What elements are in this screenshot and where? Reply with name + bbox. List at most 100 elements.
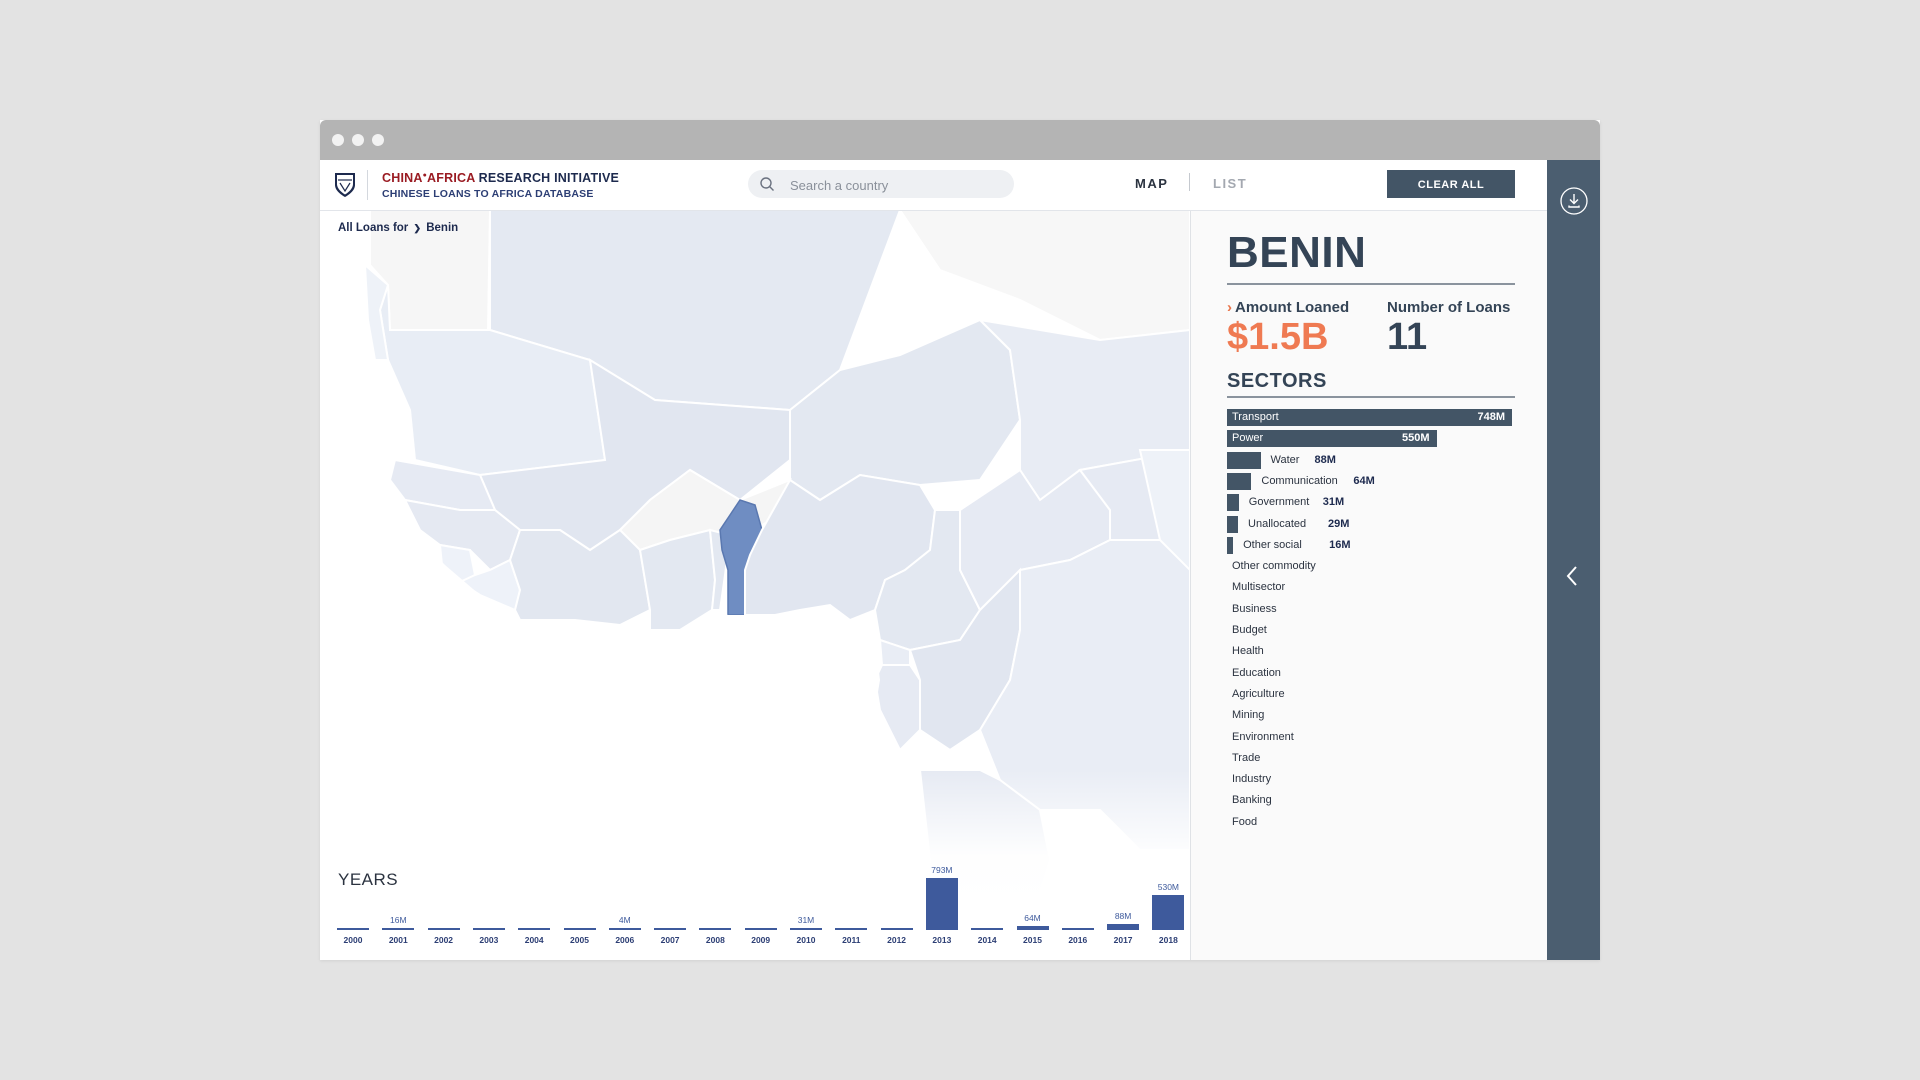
sector-value: 31M <box>1322 496 1345 509</box>
sector-name: Banking <box>1232 794 1272 807</box>
sector-row[interactable]: Water 88M <box>1227 451 1512 469</box>
sector-bar <box>1227 409 1512 426</box>
title-rule <box>1227 283 1515 285</box>
sector-value: 748M <box>1477 411 1505 423</box>
country-panel: BENIN › Amount Loaned $1.5B Number of Loa… <box>1191 210 1547 960</box>
sector-name: Agriculture <box>1232 687 1285 700</box>
sector-name: Power <box>1232 432 1264 445</box>
sector-row[interactable]: Other social 16M <box>1227 536 1512 554</box>
sector-name: Food <box>1232 815 1258 828</box>
sector-row[interactable]: Health <box>1227 643 1512 660</box>
sector-value: 88M <box>1314 453 1336 466</box>
breadcrumb: All Loans for ❯ Benin <box>338 222 458 234</box>
nav-divider <box>1189 173 1190 191</box>
sector-bar <box>1227 494 1239 512</box>
app: CHINA●AFRICA RESEARCH INITIATIVE CHINESE… <box>320 160 1600 960</box>
map-fade-overlay <box>320 770 1190 960</box>
search-icon <box>760 177 774 191</box>
sector-row[interactable]: Industry <box>1227 771 1512 788</box>
brand-china: CHINA <box>382 171 423 185</box>
map-area[interactable]: All Loans for ❯ Benin YEARS 2000 16M 2001 2… <box>320 210 1190 960</box>
sector-row[interactable]: Environment <box>1227 729 1512 746</box>
brand-subtitle: CHINESE LOANS TO AFRICA DATABASE <box>382 188 594 200</box>
window-close-dot[interactable] <box>332 134 344 146</box>
sector-name: Mining <box>1232 709 1265 722</box>
sector-bar <box>1227 451 1261 469</box>
search-box[interactable] <box>748 170 1014 200</box>
sector-name: Unallocated <box>1248 517 1307 530</box>
years-title: YEARS <box>338 870 399 889</box>
map-country-east-region <box>1138 449 1190 572</box>
sector-row[interactable]: Government 31M <box>1227 494 1512 512</box>
sector-bar <box>1227 430 1437 448</box>
logo-divider <box>367 170 368 200</box>
sector-name: Multisector <box>1232 581 1286 594</box>
sector-name: Budget <box>1232 624 1267 636</box>
brand-africa: AFRICA <box>427 171 475 185</box>
window-titlebar <box>320 120 1600 160</box>
right-rail <box>1547 160 1600 960</box>
sector-name: Environment <box>1232 730 1294 743</box>
number-of-loans-value: 11 <box>1387 316 1428 358</box>
sectors-title: SECTORS <box>1227 370 1327 392</box>
sector-row[interactable]: Trade <box>1227 750 1512 767</box>
map-ocean-atlantic-west <box>320 210 388 570</box>
sector-bar <box>1227 515 1239 533</box>
sector-value: 16M <box>1329 538 1351 551</box>
amount-loaned-text: Amount Loaned <box>1235 299 1350 316</box>
sector-name: Transport <box>1232 411 1279 423</box>
tab-list[interactable]: LIST <box>1213 176 1248 191</box>
sector-row[interactable]: Budget <box>1227 622 1512 639</box>
sector-name: Business <box>1232 602 1277 615</box>
chevron-right-icon: › <box>1227 299 1232 316</box>
amount-loaned-value: $1.5B <box>1227 316 1329 358</box>
map-panel-divider <box>1190 210 1191 960</box>
search-input[interactable] <box>788 170 1002 200</box>
chevron-left-icon[interactable] <box>1563 564 1583 588</box>
breadcrumb-country: Benin <box>426 222 459 234</box>
sector-row[interactable]: Food <box>1227 814 1512 831</box>
sector-bar <box>1227 536 1234 554</box>
breadcrumb-prefix[interactable]: All Loans for <box>338 222 409 234</box>
sector-row[interactable]: Mining <box>1227 707 1512 724</box>
window-maximize-dot[interactable] <box>372 134 384 146</box>
sector-row[interactable]: Communication 64M <box>1227 472 1512 490</box>
download-icon[interactable] <box>1559 186 1589 216</box>
sector-row[interactable]: Multisector <box>1227 579 1512 596</box>
sector-name: Industry <box>1232 773 1272 786</box>
sector-name: Health <box>1232 645 1264 658</box>
sector-bar <box>1227 472 1252 490</box>
sector-name: Trade <box>1232 751 1261 764</box>
sector-name: Education <box>1232 666 1281 679</box>
sector-row[interactable]: Power 550M <box>1227 430 1512 448</box>
brand-title[interactable]: CHINA●AFRICA RESEARCH INITIATIVE <box>382 171 620 185</box>
sector-value: 29M <box>1328 517 1350 530</box>
sector-row[interactable]: Other commodity <box>1227 558 1512 575</box>
sector-row[interactable]: Business <box>1227 601 1512 618</box>
sector-value: 550M <box>1402 432 1430 445</box>
sector-row[interactable]: Transport 748M <box>1227 409 1512 426</box>
sector-row[interactable]: Education <box>1227 665 1512 682</box>
breadcrumb-separator-icon: ❯ <box>413 223 422 233</box>
app-header: CHINA●AFRICA RESEARCH INITIATIVE CHINESE… <box>320 160 1547 211</box>
sector-row[interactable]: Agriculture <box>1227 686 1512 703</box>
number-of-loans-label[interactable]: Number of Loans <box>1387 299 1511 316</box>
clear-all-button[interactable]: CLEAR ALL <box>1387 170 1515 198</box>
sector-row[interactable]: Banking <box>1227 792 1512 809</box>
sais-shield-icon[interactable] <box>334 172 356 198</box>
window-minimize-dot[interactable] <box>352 134 364 146</box>
tab-map[interactable]: MAP <box>1135 176 1169 191</box>
sector-value: 64M <box>1353 474 1375 487</box>
sector-name: Government <box>1248 496 1310 509</box>
sector-name: Other social <box>1243 538 1302 551</box>
map-country-cote-divoire <box>508 528 652 627</box>
sectors-rule <box>1227 396 1515 398</box>
sector-name: Communication <box>1261 474 1338 487</box>
sector-row[interactable]: Unallocated 29M <box>1227 515 1512 533</box>
map-country-libya <box>898 210 1190 342</box>
amount-loaned-label[interactable]: › Amount Loaned <box>1227 299 1349 316</box>
browser-window: CHINA●AFRICA RESEARCH INITIATIVE CHINESE… <box>320 120 1600 960</box>
sector-name: Other commodity <box>1232 560 1316 573</box>
sector-name: Water <box>1270 453 1300 466</box>
country-title: BENIN <box>1227 228 1367 277</box>
